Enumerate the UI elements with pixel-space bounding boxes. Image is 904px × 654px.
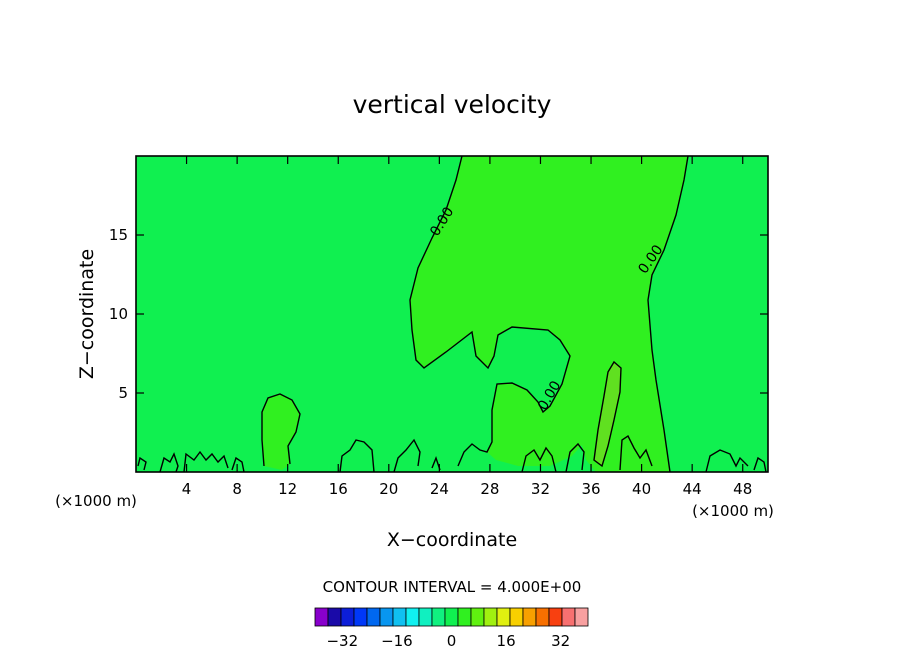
- contour-line: [393, 438, 421, 473]
- colorbar-swatch: [574, 607, 589, 627]
- x-tick-label: 20: [379, 480, 398, 498]
- updraft-small: [262, 394, 300, 470]
- x-unit-left: (×1000 m): [55, 492, 137, 510]
- contour-lines: [137, 155, 767, 473]
- x-axis-label: X−coordinate: [387, 529, 517, 551]
- x-tick-label: 44: [683, 480, 702, 498]
- y-tick-label: 5: [118, 384, 128, 402]
- colorbar-swatch: [470, 607, 485, 627]
- colorbar-swatch: [405, 607, 420, 627]
- y-tick-label: 15: [109, 226, 128, 244]
- colorbar-label: −32: [326, 632, 358, 650]
- colorbar-swatch: [535, 607, 550, 627]
- colorbar: −32 −16 0 16 32: [314, 607, 589, 650]
- colorbar-label: 0: [447, 632, 457, 650]
- contour-line: [409, 155, 571, 467]
- contour-interval-text: CONTOUR INTERVAL = 4.000E+00: [323, 578, 582, 596]
- x-axis: 4 8 12 16 20 24 28 32 36 40 44 48: [182, 156, 752, 498]
- y-axis-label: Z−coordinate: [76, 249, 98, 379]
- x-tick-label: 12: [278, 480, 297, 498]
- x-tick-label: 48: [733, 480, 752, 498]
- contour-line: [159, 452, 179, 473]
- contour-line: [647, 155, 689, 473]
- contour-line: [137, 456, 147, 471]
- x-tick-label: 8: [232, 480, 242, 498]
- x-tick-label: 4: [182, 480, 192, 498]
- x-tick-label: 36: [581, 480, 600, 498]
- colorbar-swatch: [509, 607, 524, 627]
- colorbar-label: 16: [497, 632, 516, 650]
- colorbar-swatch: [457, 607, 472, 627]
- contour-line: [231, 456, 245, 473]
- colorbar-swatch: [483, 607, 498, 627]
- plot-area: 0.000.000.00: [135, 155, 769, 473]
- x-tick-label: 24: [430, 480, 449, 498]
- colorbar-label: 32: [551, 632, 570, 650]
- updraft-strong: [594, 362, 621, 466]
- contour-line: [339, 439, 375, 473]
- x-unit-right: (×1000 m): [692, 502, 774, 520]
- colorbar-swatch: [340, 607, 355, 627]
- colorbar-swatch: [366, 607, 381, 627]
- x-tick-label: 28: [480, 480, 499, 498]
- y-tick-label: 10: [109, 305, 128, 323]
- y-axis: 5 10 15: [109, 226, 768, 402]
- contour-line: [521, 446, 557, 473]
- contour-line: [753, 456, 767, 473]
- contour-line: [565, 442, 585, 473]
- colorbar-swatch: [327, 607, 342, 627]
- contour-line: [183, 450, 229, 473]
- colorbar-swatch: [548, 607, 563, 627]
- contour-line: [431, 455, 441, 471]
- colorbar-swatch: [496, 607, 511, 627]
- contour-line: [593, 360, 622, 468]
- colorbar-swatch: [418, 607, 433, 627]
- colorbar-swatch: [379, 607, 394, 627]
- colorbar-swatch: [314, 607, 329, 627]
- chart-title: vertical velocity: [353, 90, 552, 119]
- colorbar-swatch: [353, 607, 368, 627]
- colorbar-swatch: [561, 607, 576, 627]
- colorbar-label: −16: [381, 632, 413, 650]
- contour-line: [619, 434, 653, 471]
- colorbar-swatch: [431, 607, 446, 627]
- x-tick-label: 40: [632, 480, 651, 498]
- colorbar-swatch: [522, 607, 537, 627]
- colorbar-swatch: [392, 607, 407, 627]
- colorbar-swatch: [444, 607, 459, 627]
- x-tick-label: 16: [329, 480, 348, 498]
- contour-line: [261, 393, 301, 467]
- contour-line: [705, 449, 749, 473]
- x-tick-label: 32: [531, 480, 550, 498]
